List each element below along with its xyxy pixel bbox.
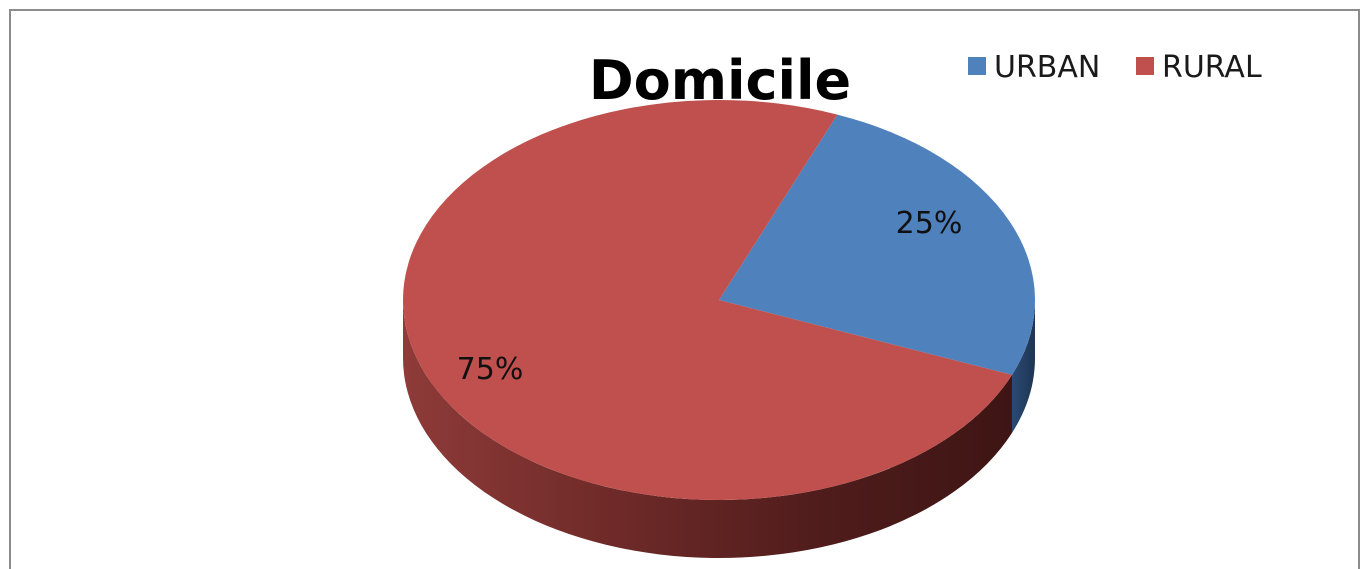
chart-title: Domicile (589, 49, 851, 112)
legend-swatch-urban (968, 57, 986, 75)
legend-label-rural: RURAL (1162, 50, 1262, 85)
legend-entry-rural: RURAL (1136, 50, 1262, 85)
pie-sides (403, 300, 1035, 558)
pie-tops (403, 99, 1036, 501)
legend-entry-urban: URBAN (968, 50, 1100, 85)
legend: URBAN RURAL (968, 50, 1262, 85)
pie-side-rural (403, 300, 1012, 558)
pie-slice-urban (719, 114, 1036, 375)
pie-side-urban (1011, 300, 1035, 433)
legend-label-urban: URBAN (994, 50, 1100, 85)
pie-slice-rural (403, 99, 1012, 501)
data-label-urban: 25% (896, 206, 963, 241)
legend-swatch-rural (1136, 57, 1154, 75)
data-label-rural: 75% (457, 352, 524, 387)
